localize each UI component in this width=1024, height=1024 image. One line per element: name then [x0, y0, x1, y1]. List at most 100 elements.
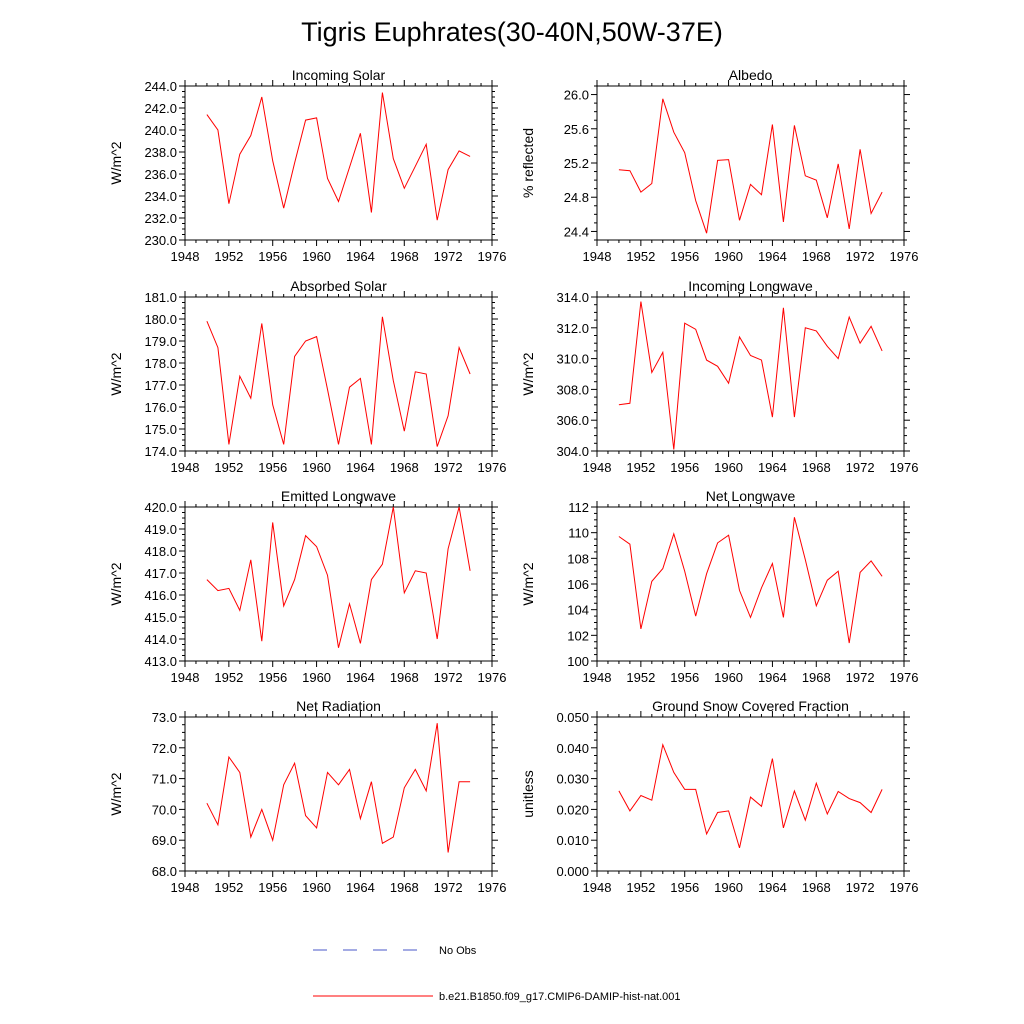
- y-tick-label: 0.000: [556, 864, 589, 879]
- x-tick-label: 1976: [890, 880, 919, 895]
- x-tick-label: 1956: [670, 880, 699, 895]
- x-tick-label: 1960: [302, 880, 331, 895]
- y-tick-label: 0.010: [556, 833, 589, 848]
- x-tick-label: 1972: [434, 670, 463, 685]
- y-axis-label: W/m^2: [520, 562, 536, 605]
- x-tick-label: 1948: [583, 880, 612, 895]
- x-tick-label: 1948: [171, 670, 200, 685]
- y-tick-label: 416.0: [144, 588, 177, 603]
- y-tick-label: 72.0: [152, 741, 177, 756]
- panel-title: Net Radiation: [296, 698, 381, 714]
- y-tick-label: 238.0: [144, 145, 177, 160]
- y-axis-label: % reflected: [520, 128, 536, 198]
- panel-title: Ground Snow Covered Fraction: [652, 698, 849, 714]
- x-tick-label: 1968: [802, 460, 831, 475]
- y-tick-label: 104: [567, 603, 589, 618]
- y-tick-label: 110: [568, 526, 589, 541]
- y-tick-label: 0.020: [556, 802, 589, 817]
- x-tick-label: 1972: [846, 460, 875, 475]
- x-tick-label: 1968: [802, 670, 831, 685]
- y-tick-label: 240.0: [144, 123, 177, 138]
- x-tick-label: 1964: [758, 460, 787, 475]
- y-tick-label: 112: [568, 500, 589, 515]
- y-tick-label: 304.0: [556, 444, 589, 459]
- y-tick-label: 244.0: [144, 79, 177, 94]
- plot-frame: [184, 85, 493, 241]
- x-tick-label: 1968: [390, 249, 419, 264]
- x-tick-label: 1948: [583, 249, 612, 264]
- y-tick-label: 102: [567, 628, 589, 643]
- x-tick-label: 1976: [478, 880, 507, 895]
- x-tick-label: 1972: [846, 670, 875, 685]
- x-tick-label: 1948: [583, 460, 612, 475]
- y-tick-label: 0.050: [556, 710, 589, 725]
- y-axis-label: unitless: [520, 770, 536, 817]
- y-tick-label: 26.0: [564, 88, 589, 103]
- figure-title: Tigris Euphrates(30-40N,50W-37E): [301, 17, 723, 47]
- x-tick-label: 1968: [390, 460, 419, 475]
- x-tick-label: 1960: [302, 460, 331, 475]
- x-tick-label: 1968: [390, 880, 419, 895]
- chart-panel: Ground Snow Covered Fraction unitless 1948…: [520, 698, 918, 895]
- x-tick-label: 1972: [846, 249, 875, 264]
- y-tick-label: 179.0: [144, 334, 177, 349]
- series-line: [618, 301, 883, 450]
- y-tick-label: 306.0: [556, 413, 589, 428]
- y-tick-label: 234.0: [144, 189, 177, 204]
- y-tick-label: 177.0: [144, 378, 177, 393]
- x-tick-label: 1960: [302, 670, 331, 685]
- x-tick-label: 1960: [714, 880, 743, 895]
- legend-obs-label: No Obs: [439, 945, 477, 957]
- panel-title: Emitted Longwave: [281, 488, 396, 504]
- panel-title: Incoming Longwave: [688, 278, 813, 294]
- chart-panel: Incoming Longwave W/m^2 1948 1952 1956 1960 19…: [520, 278, 918, 475]
- plot-frame: [184, 506, 493, 662]
- chart-panel: Absorbed Solar W/m^2 1948 1952 1956 1960 1964 1…: [108, 278, 506, 475]
- x-tick-label: 1968: [802, 880, 831, 895]
- y-tick-label: 414.0: [144, 632, 177, 647]
- y-tick-label: 24.4: [564, 224, 589, 239]
- y-tick-label: 180.0: [144, 312, 177, 327]
- x-tick-label: 1948: [171, 460, 200, 475]
- panel-title: Albedo: [729, 67, 773, 83]
- series-line: [618, 517, 883, 644]
- series-line: [206, 506, 471, 648]
- x-tick-label: 1956: [258, 460, 287, 475]
- y-tick-label: 236.0: [144, 167, 177, 182]
- y-tick-label: 308.0: [556, 382, 589, 397]
- y-tick-label: 310.0: [556, 352, 589, 367]
- series-line: [206, 92, 471, 221]
- x-tick-label: 1956: [670, 249, 699, 264]
- x-tick-label: 1956: [258, 249, 287, 264]
- y-tick-label: 178.0: [144, 356, 177, 371]
- y-tick-label: 232.0: [144, 211, 177, 226]
- x-tick-label: 1960: [714, 460, 743, 475]
- x-tick-label: 1952: [626, 670, 655, 685]
- panel-title: Net Longwave: [706, 488, 796, 504]
- x-tick-label: 1972: [434, 880, 463, 895]
- y-tick-label: 181.0: [144, 290, 177, 305]
- plot-frame: [596, 716, 905, 872]
- chart-panel: Incoming Solar W/m^2 1948 1952 1956 1960 1964 1…: [108, 67, 506, 264]
- y-axis-label: W/m^2: [108, 772, 124, 815]
- y-tick-label: 69.0: [152, 833, 177, 848]
- chart-panel: Albedo % reflected 1948 1952 1956 1960 1964 196…: [520, 67, 918, 264]
- y-tick-label: 242.0: [144, 101, 177, 116]
- x-tick-label: 1972: [434, 460, 463, 475]
- y-axis-label: W/m^2: [108, 562, 124, 605]
- chart-panel: Emitted Longwave W/m^2 1948 1952 1956 1960 196…: [108, 488, 506, 685]
- y-tick-label: 68.0: [152, 864, 177, 879]
- x-tick-label: 1956: [670, 460, 699, 475]
- plot-frame: [184, 716, 493, 872]
- y-tick-label: 106: [567, 577, 589, 592]
- plot-frame: [596, 296, 905, 452]
- x-tick-label: 1952: [214, 249, 243, 264]
- y-axis-label: W/m^2: [520, 352, 536, 395]
- y-axis-label: W/m^2: [108, 352, 124, 395]
- x-tick-label: 1976: [890, 670, 919, 685]
- series-line: [206, 723, 471, 853]
- y-tick-label: 25.2: [564, 156, 589, 171]
- x-tick-label: 1960: [302, 249, 331, 264]
- series-line: [618, 742, 883, 849]
